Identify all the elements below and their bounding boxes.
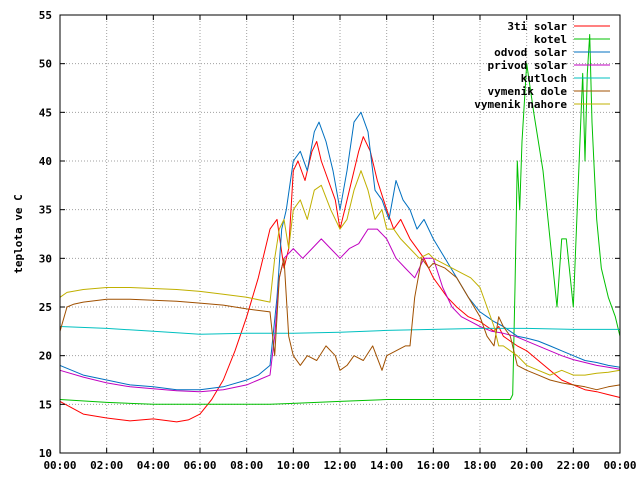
grid [60,15,620,453]
x-tick-label: 04:00 [137,459,170,472]
y-tick-label: 10 [39,447,52,460]
x-tick-label: 20:00 [510,459,543,472]
x-tick-label: 02:00 [90,459,123,472]
series-line-3ti-solar [59,136,621,423]
series-line-kotel [59,34,621,405]
x-tick-label: 12:00 [323,459,356,472]
legend-label: kutloch [521,72,567,85]
y-tick-label: 50 [39,58,52,71]
legend-label: vymenik nahore [474,98,567,111]
legend-label: odvod solar [494,46,567,59]
y-tick-label: 40 [39,155,52,168]
x-tick-label: 10:00 [277,459,310,472]
x-tick-label: 06:00 [183,459,216,472]
y-axis-label: teplota ve C [12,194,25,273]
legend-label: 3ti solar [507,20,567,33]
x-tick-label: 00:00 [43,459,76,472]
series-line-kutloch [59,326,620,335]
series-line-odvod-solar [59,111,621,391]
y-tick-label: 30 [39,252,52,265]
x-tick-label: 00:00 [603,459,636,472]
y-tick-label: 55 [39,9,52,22]
x-tick-label: 08:00 [230,459,263,472]
x-tick-label: 14:00 [370,459,403,472]
legend-label: vymenik dole [488,85,568,98]
legend-label: kotel [534,33,567,46]
x-tick-label: 22:00 [557,459,590,472]
y-tick-label: 25 [39,301,52,314]
x-tick-label: 18:00 [463,459,496,472]
series-line-vymenik-dole [59,257,621,391]
x-tick-label: 16:00 [417,459,450,472]
y-tick-label: 45 [39,106,52,119]
legend-label: privod solar [488,59,568,72]
series-line-privod-solar [59,228,621,393]
axis-ticks: 10 15 20 25 30 35 40 45 50 55 00:00 02:00 04:00 06:00… [39,9,637,472]
y-tick-label: 20 [39,350,52,363]
y-tick-label: 35 [39,204,52,217]
series-line-vymenik-nahore [59,170,621,376]
y-tick-label: 15 [39,398,52,411]
series-lines [59,34,621,423]
